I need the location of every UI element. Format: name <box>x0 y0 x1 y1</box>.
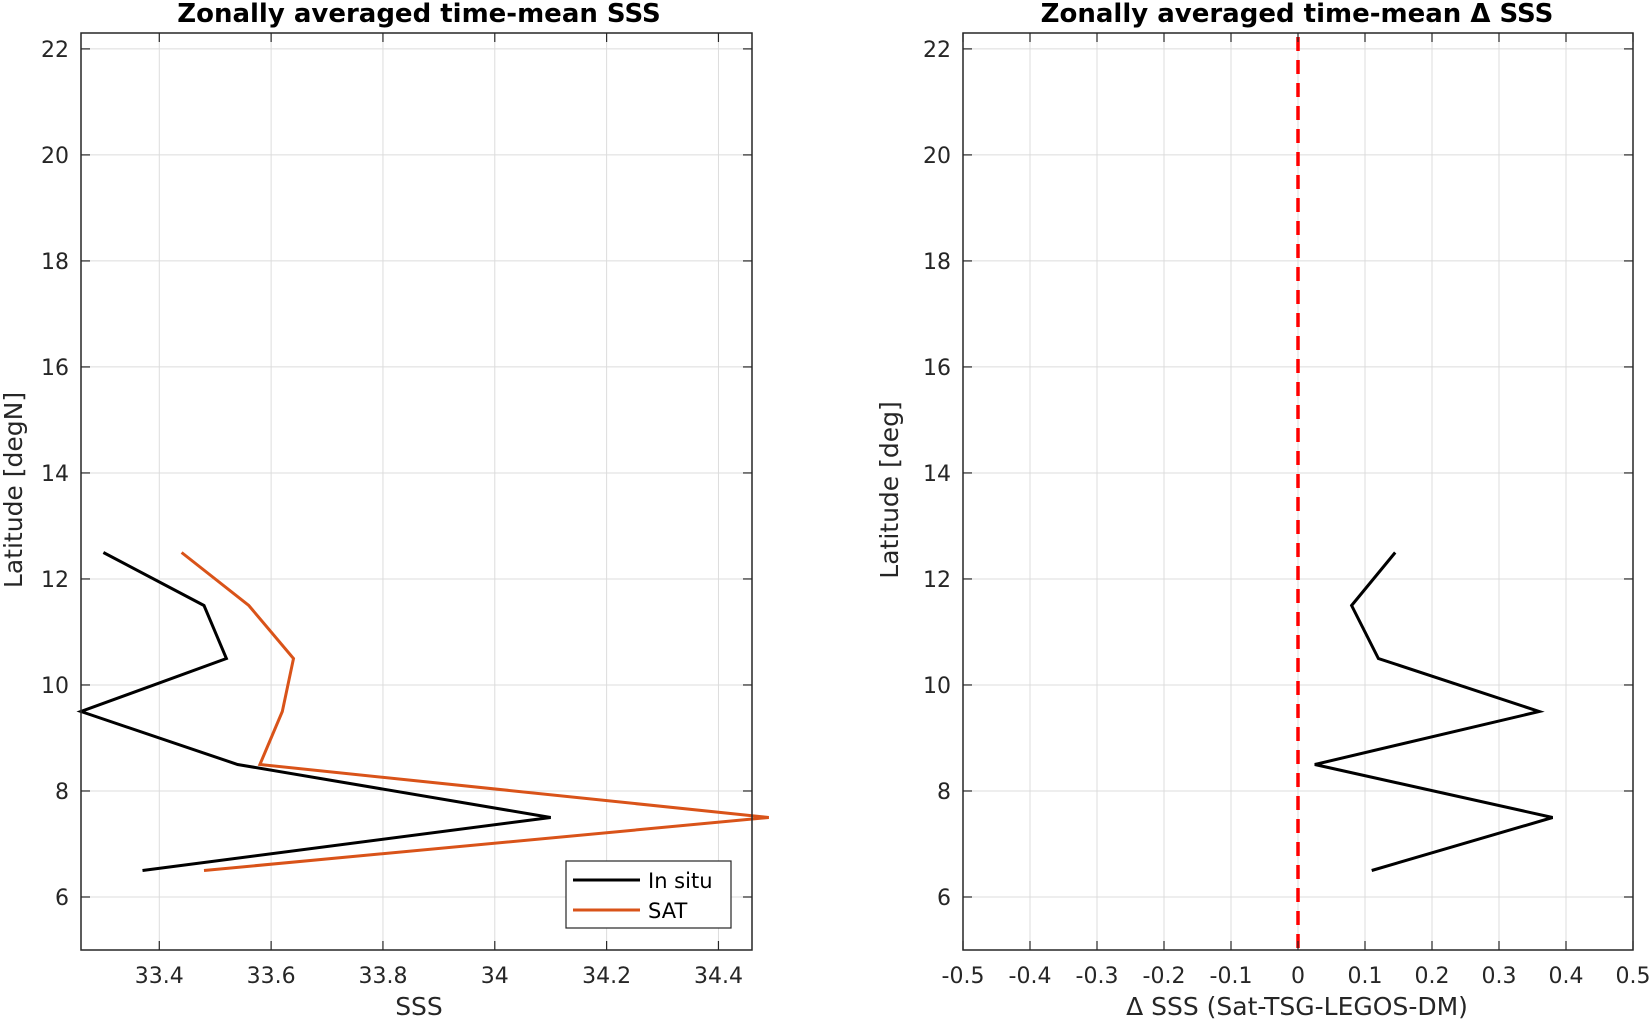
y-tick-label: 16 <box>41 356 69 381</box>
chart-title: Zonally averaged time-mean SSS <box>177 0 661 29</box>
y-tick-label: 20 <box>923 144 951 169</box>
y-tick-label: 18 <box>923 250 951 275</box>
chart-title: Zonally averaged time-mean Δ SSS <box>1041 0 1554 29</box>
y-axis-label: Latitude [degN] <box>0 392 28 588</box>
grid-lines <box>81 33 752 950</box>
y-tick-label: 10 <box>923 674 951 699</box>
axis-ticks: 33.4 33.6 33.8 34 34.2 34.4 6 8 10 12 14 16 18 20 22 <box>41 33 752 989</box>
y-tick-label: 6 <box>937 886 951 911</box>
x-tick-label: 0.5 <box>1616 964 1651 989</box>
y-tick-label: 22 <box>923 38 951 63</box>
x-tick-label: 0 <box>1291 964 1305 989</box>
series-line-in-situ <box>76 551 551 872</box>
x-tick-label: 33.6 <box>247 964 296 989</box>
series-line-delta-sss <box>1314 551 1554 872</box>
x-tick-label: -0.2 <box>1143 964 1186 989</box>
x-tick-label: 34 <box>481 964 509 989</box>
x-tick-label: 0.4 <box>1549 964 1584 989</box>
legend: In situ SAT <box>565 860 732 929</box>
x-tick-label: 34.4 <box>694 964 743 989</box>
y-tick-label: 10 <box>41 674 69 699</box>
y-tick-label: 20 <box>41 144 69 169</box>
x-tick-label: -0.1 <box>1210 964 1253 989</box>
x-tick-label: -0.4 <box>1009 964 1052 989</box>
y-tick-label: 8 <box>55 780 69 805</box>
series-line-sat <box>180 551 769 872</box>
y-tick-label: 12 <box>41 568 69 593</box>
panel-delta-sss: Zonally averaged time-mean Δ SSS -0.5 -0.… <box>875 0 1651 1021</box>
y-tick-label: 6 <box>55 886 69 911</box>
y-axis-label: Latitude [deg] <box>875 401 904 578</box>
y-tick-label: 16 <box>923 356 951 381</box>
x-tick-label: 0.2 <box>1415 964 1450 989</box>
x-tick-label: 33.4 <box>135 964 184 989</box>
y-tick-label: 18 <box>41 250 69 275</box>
data-series <box>76 551 769 872</box>
y-tick-label: 14 <box>923 462 951 487</box>
legend-box <box>565 860 732 929</box>
axis-ticks: -0.5 -0.4 -0.3 -0.2 -0.1 0 0.1 0.2 0.3 0.4 0.5 6 8 10… <box>923 33 1651 989</box>
y-tick-label: 8 <box>937 780 951 805</box>
panel-sss: Zonally averaged time-mean SSS 33.4 33.6 3… <box>0 0 769 1021</box>
y-tick-label: 12 <box>923 568 951 593</box>
x-axis-label: SSS <box>395 992 443 1021</box>
x-axis-label: Δ SSS (Sat-TSG-LEGOS-DM) <box>1126 992 1468 1021</box>
data-series <box>1314 551 1554 872</box>
x-tick-label: -0.3 <box>1076 964 1119 989</box>
x-tick-label: 34.2 <box>582 964 631 989</box>
legend-label-in-situ: In situ <box>648 869 713 893</box>
axes-box <box>80 32 753 951</box>
y-tick-label: 14 <box>41 462 69 487</box>
x-tick-label: -0.5 <box>942 964 985 989</box>
x-tick-label: 33.8 <box>358 964 407 989</box>
y-tick-label: 22 <box>41 38 69 63</box>
x-tick-label: 0.3 <box>1482 964 1517 989</box>
legend-label-sat: SAT <box>648 899 687 923</box>
x-tick-label: 0.1 <box>1348 964 1383 989</box>
